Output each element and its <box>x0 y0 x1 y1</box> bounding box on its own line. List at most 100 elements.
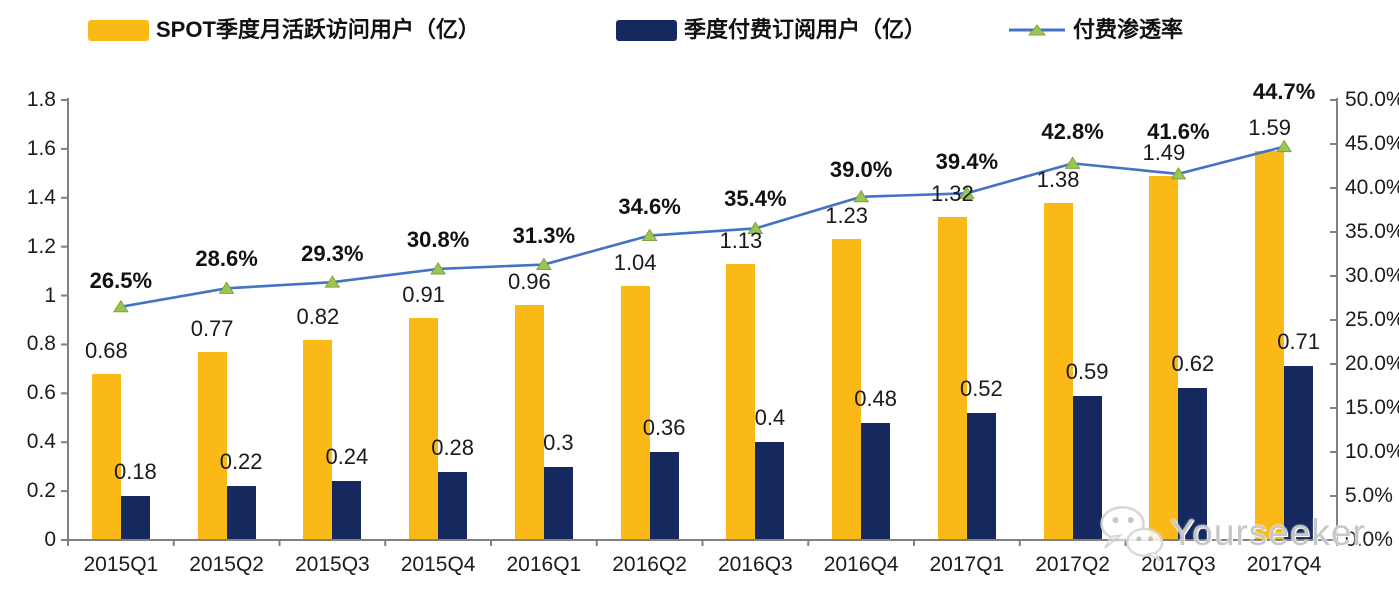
subs-bar <box>543 466 573 540</box>
penetration-label: 44.7% <box>1252 78 1316 104</box>
mau-bar <box>514 305 544 540</box>
subs-value-label: 0.3 <box>543 429 574 455</box>
y-axis-label-right: 40.0% <box>1345 176 1399 199</box>
mau-series-swatch <box>88 19 149 41</box>
subs-value-label: 0.71 <box>1277 329 1321 355</box>
penetration-label: 28.6% <box>195 246 258 272</box>
subs-bar <box>861 422 891 540</box>
x-axis-label: 2017Q4 <box>1246 553 1322 576</box>
y-axis-label-right: 5.0% <box>1345 484 1393 507</box>
y-axis-label-left: 0 <box>44 528 56 551</box>
y-axis-label-right: 0.0% <box>1345 528 1393 551</box>
x-axis-label: 2015Q4 <box>400 553 476 576</box>
y-axis-label-right: 35.0% <box>1345 220 1399 243</box>
penetration-label: 39.4% <box>935 149 999 175</box>
x-axis-label: 2017Q1 <box>929 553 1005 576</box>
mau-value-label: 1.04 <box>613 249 657 275</box>
subs-bar <box>226 486 256 540</box>
subs-value-label: 0.36 <box>642 415 686 440</box>
legend-label-penetration: 付费渗透率 <box>1073 17 1184 42</box>
subs-value-label: 0.62 <box>1171 351 1215 377</box>
penetration-label: 35.4% <box>724 186 787 212</box>
mau-value-label: 0.96 <box>507 269 551 295</box>
penetration-label: 29.3% <box>301 241 364 267</box>
subs-bar <box>966 412 996 540</box>
subs-value-label: 0.4 <box>754 405 786 431</box>
watermark-text: Yourseeker <box>1170 512 1366 553</box>
y-axis-label-right: 10.0% <box>1345 440 1399 463</box>
subs-value-label: 0.59 <box>1065 358 1109 384</box>
penetration-label: 30.8% <box>406 226 470 252</box>
mau-value-label: 0.82 <box>296 303 340 329</box>
subs-bar <box>438 471 468 540</box>
mau-value-label: 1.23 <box>825 203 869 229</box>
x-axis-label: 2016Q4 <box>823 553 899 576</box>
mau-bar <box>620 285 650 540</box>
subs-bar <box>332 481 362 540</box>
y-axis-label-left: 1.6 <box>26 136 56 160</box>
legend-item-penetration: 付费渗透率 <box>1008 15 1183 45</box>
y-axis-label-right: 50.0% <box>1345 88 1399 111</box>
legend-item-mau: SPOT季度月活跃访问用户（亿） <box>88 15 480 45</box>
penetration-label: 31.3% <box>512 222 576 248</box>
watermark: Yourseeker <box>1098 505 1366 561</box>
mau-value-label: 0.91 <box>402 281 446 307</box>
mau-bar <box>91 373 121 540</box>
subs-value-label: 0.48 <box>854 385 898 411</box>
x-axis-label: 2016Q3 <box>718 553 793 576</box>
subs-value-label: 0.24 <box>325 444 369 470</box>
y-axis-label-right: 20.0% <box>1345 352 1399 375</box>
subs-value-label: 0.28 <box>431 434 475 460</box>
y-axis-label-right: 30.0% <box>1345 264 1399 287</box>
penetration-label: 42.8% <box>1041 119 1104 145</box>
subs-bar <box>1284 366 1314 540</box>
y-axis-label-left: 1.4 <box>26 185 56 209</box>
mau-bar <box>726 263 756 540</box>
x-axis-label: 2016Q1 <box>506 553 582 576</box>
y-axis-label-left: 0.4 <box>26 430 56 454</box>
y-axis-label-left: 1.8 <box>26 88 56 111</box>
subs-bar <box>1072 395 1102 540</box>
subs-bar <box>1178 388 1208 540</box>
subs-value-label: 0.52 <box>959 375 1003 401</box>
penetration-label: 39.0% <box>829 156 893 182</box>
subs-bar <box>755 442 785 540</box>
mau-value-label: 1.13 <box>719 227 763 253</box>
x-axis-label: 2015Q3 <box>295 553 370 576</box>
legend-item-subs: 季度付费订阅用户（亿） <box>616 15 926 45</box>
mau-value-label: 1.49 <box>1142 139 1186 165</box>
subs-bar <box>649 452 679 540</box>
mau-value-label: 1.32 <box>930 181 974 207</box>
line-series-marker-icon <box>1009 24 1065 36</box>
y-axis-label-left: 1 <box>44 283 56 307</box>
mau-value-label: 1.38 <box>1036 166 1080 192</box>
y-axis-label-right: 45.0% <box>1345 132 1399 155</box>
subs-value-label: 0.18 <box>113 459 157 484</box>
x-axis-label: 2016Q2 <box>612 553 687 576</box>
mau-bar <box>303 339 333 540</box>
mau-value-label: 1.59 <box>1248 115 1292 141</box>
y-axis-label-left: 0.6 <box>26 381 56 405</box>
x-axis-label: 2017Q2 <box>1035 553 1110 576</box>
y-axis-label-left: 0.2 <box>26 479 56 503</box>
x-axis-label: 2015Q1 <box>83 553 159 576</box>
y-axis-label-left: 1.2 <box>26 234 56 258</box>
y-axis-label-right: 15.0% <box>1345 396 1399 419</box>
penetration-label: 41.6% <box>1147 118 1210 144</box>
subs-series-swatch <box>616 19 677 41</box>
mau-bar <box>197 351 227 540</box>
mau-value-label: 0.77 <box>190 315 234 341</box>
subs-bar <box>120 496 150 540</box>
legend-label-subs: 季度付费订阅用户（亿） <box>684 17 927 42</box>
wechat-icon <box>1100 506 1164 561</box>
subs-value-label: 0.22 <box>219 449 263 475</box>
y-axis-label-left: 0.8 <box>26 332 56 356</box>
penetration-label: 34.6% <box>618 193 681 219</box>
mau-value-label: 0.68 <box>84 337 128 363</box>
penetration-label: 26.5% <box>89 267 153 293</box>
legend-label-mau: SPOT季度月活跃访问用户（亿） <box>156 17 480 42</box>
y-axis-label-right: 25.0% <box>1345 308 1399 331</box>
mau-bar <box>409 317 439 540</box>
